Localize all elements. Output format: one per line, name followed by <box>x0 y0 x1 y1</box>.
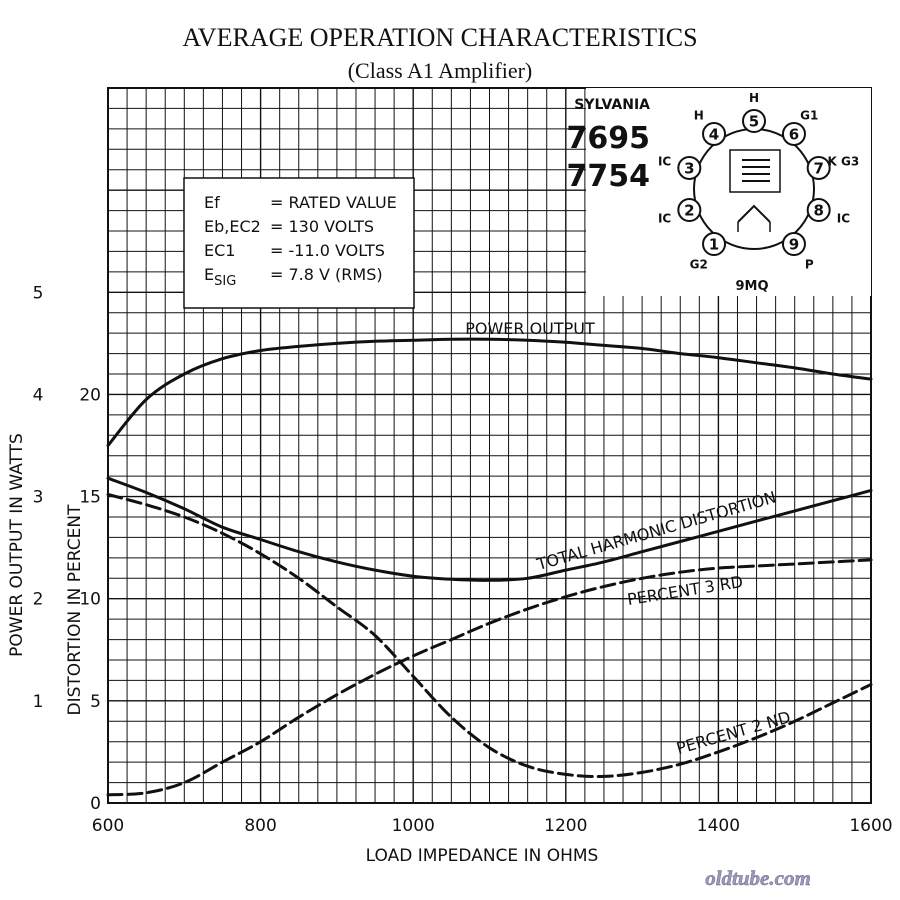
schematic-plate <box>729 149 781 193</box>
conditions-box: Ef = RATED VALUE Eb,EC2 = 130 VOLTS EC1 = -11… <box>183 177 415 309</box>
power-tick-label: 2 <box>33 590 44 610</box>
brand-label: SYLVANIA <box>574 97 650 113</box>
distortion-tick-label: 10 <box>79 590 101 610</box>
tube-base-outline <box>693 128 815 250</box>
pin-8-circle <box>806 198 831 223</box>
series-labels: POWER OUTPUT TOTAL HARMONIC DISTORTION PER… <box>465 319 792 758</box>
pin-7-label: K G3 <box>828 155 860 169</box>
series-label-power-output: POWER OUTPUT <box>465 319 595 338</box>
distortion-tick-label: 5 <box>90 692 101 712</box>
distortion-tick-label: 0 <box>90 794 101 814</box>
pin-1-number: 1 <box>709 236 719 254</box>
series-layer <box>106 337 873 797</box>
pin-5-circle <box>742 109 766 133</box>
pin-6-number: 6 <box>789 125 799 143</box>
pin-6-label: G1 <box>800 109 818 123</box>
pin-8-label: IC <box>837 211 850 225</box>
condition-symbol: ESIG <box>204 265 236 289</box>
pin-5-label: H <box>749 91 759 105</box>
pin-1-label: G2 <box>690 257 708 271</box>
condition-symbol: Ef <box>204 193 220 212</box>
x-tick-label: 1400 <box>697 816 740 836</box>
pin-1-circle <box>702 232 727 257</box>
pin-3-label: IC <box>658 155 671 169</box>
x-tick-label: 1600 <box>849 816 892 836</box>
conditions-box-bg <box>183 177 415 309</box>
pin-8-number: 8 <box>813 202 823 220</box>
pin-6-circle <box>781 121 806 146</box>
x-axis-ticks: 600 800 1000 1200 1400 1600 <box>92 816 893 836</box>
pin-9-number: 9 <box>789 236 799 254</box>
pin-9-label: P <box>805 257 814 271</box>
x-tick-label: 600 <box>92 816 124 836</box>
power-tick-label: 1 <box>33 692 44 712</box>
condition-symbol-text: EC1 <box>204 241 235 260</box>
watermark: oldtube.com <box>705 866 811 890</box>
pin-2-number: 2 <box>684 202 694 220</box>
distortion-axis-label: DISTORTION IN PERCENT <box>65 504 85 716</box>
pin-2-label: IC <box>658 211 671 225</box>
power-axis-ticks: 1 2 3 4 5 <box>33 283 44 712</box>
distortion-tick-label: 15 <box>79 488 101 508</box>
x-tick-label: 1000 <box>392 816 435 836</box>
pin-3-circle <box>677 155 702 180</box>
power-tick-label: 3 <box>33 488 44 508</box>
power-tick-label: 5 <box>33 283 44 303</box>
tube-number: 7754 <box>567 159 651 194</box>
series-line-percent-2-nd <box>106 493 873 778</box>
condition-value: = 130 VOLTS <box>270 217 374 236</box>
tube-number: 7695 <box>567 121 651 156</box>
pin-4-circle <box>702 121 727 146</box>
x-tick-label: 1200 <box>544 816 587 836</box>
pin-7-circle <box>806 155 831 180</box>
x-tick-label: 800 <box>244 816 276 836</box>
condition-symbol: Eb,EC2 <box>204 217 261 236</box>
condition-value: = RATED VALUE <box>270 193 397 212</box>
schematic-filament <box>737 204 771 223</box>
condition-value: = 7.8 V (RMS) <box>270 265 383 284</box>
condition-symbol-text: Ef <box>204 193 220 212</box>
distortion-axis-ticks: 0 5 10 15 20 <box>79 385 101 814</box>
series-line-percent-3-rd <box>106 558 873 797</box>
pin-4-label: H <box>694 109 704 123</box>
pin-9-circle <box>781 232 806 257</box>
chart-title-group: AVERAGE OPERATION CHARACTERISTICS (Class… <box>182 23 697 83</box>
series-line-total-harmonic-distortion <box>106 476 873 582</box>
power-tick-label: 4 <box>33 385 44 405</box>
condition-symbol-subscript: SIG <box>214 274 236 289</box>
pin-5-number: 5 <box>749 113 759 131</box>
pin-7-number: 7 <box>813 159 823 177</box>
pin-3-number: 3 <box>684 159 694 177</box>
x-axis-label: LOAD IMPEDANCE IN OHMS <box>366 846 599 866</box>
condition-symbol-text: E <box>204 265 214 284</box>
basing-code: 9MQ <box>735 279 768 294</box>
pin-2-circle <box>677 198 702 223</box>
pin-4-number: 4 <box>709 125 719 143</box>
power-axis-label: POWER OUTPUT IN WATTS <box>7 433 27 657</box>
condition-symbol: EC1 <box>204 241 235 260</box>
condition-value: = -11.0 VOLTS <box>270 241 385 260</box>
distortion-tick-label: 20 <box>79 385 101 405</box>
series-line-power-output <box>106 337 873 447</box>
series-label-total-harmonic-distortion: TOTAL HARMONIC DISTORTION <box>534 487 778 574</box>
chart-title: AVERAGE OPERATION CHARACTERISTICS <box>182 23 697 52</box>
series-label-percent-2-nd: PERCENT 2 ND <box>674 707 792 758</box>
chart-subtitle: (Class A1 Amplifier) <box>348 58 533 83</box>
condition-symbol-text: Eb,EC2 <box>204 217 261 236</box>
